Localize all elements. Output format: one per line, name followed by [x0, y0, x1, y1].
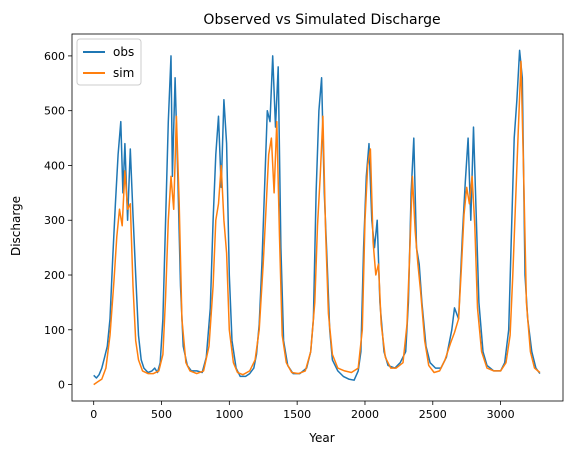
- y-tick-label: 600: [44, 50, 65, 63]
- x-tick-label: 500: [151, 408, 172, 421]
- x-tick-label: 0: [90, 408, 97, 421]
- legend-label-sim: sim: [113, 66, 134, 80]
- plot-frame: [71, 33, 564, 402]
- y-tick-label: 100: [44, 324, 65, 337]
- x-axis-label: Year: [308, 431, 334, 445]
- y-tick-label: 0: [58, 379, 65, 392]
- y-tick-label: 200: [44, 269, 65, 282]
- x-tick-label: 3000: [487, 408, 515, 421]
- legend-label-obs: obs: [113, 45, 134, 59]
- legend: obs sim: [76, 38, 142, 86]
- chart-title: Observed vs Simulated Discharge: [203, 12, 440, 28]
- y-tick-label: 500: [44, 105, 65, 118]
- y-tick-label: 300: [44, 214, 65, 227]
- y-axis-label: Discharge: [9, 196, 23, 256]
- x-tick-label: 1000: [215, 408, 243, 421]
- axes: 0 500 1000 1500 2000 2500 3000 0 100 200 300 400 500…: [44, 33, 564, 421]
- x-tick-label: 2500: [419, 408, 447, 421]
- series-line-obs: [93, 49, 541, 381]
- x-tick-label: 1500: [283, 408, 311, 421]
- series-line-sim: [93, 60, 541, 386]
- y-tick-label: 400: [44, 159, 65, 172]
- x-tick-label: 2000: [351, 408, 379, 421]
- plot-area: [93, 49, 541, 386]
